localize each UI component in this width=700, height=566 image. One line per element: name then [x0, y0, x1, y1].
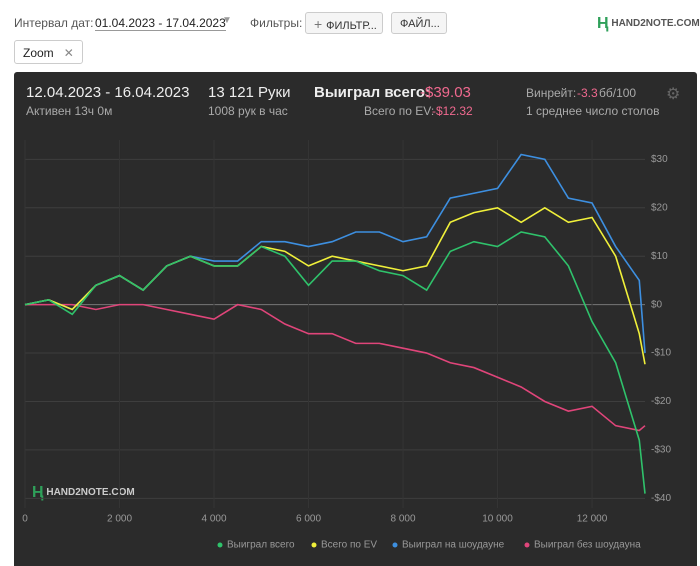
watermark: Ⱨ HAND2NOTE.COM — [32, 484, 135, 501]
y-tick-label: $10 — [651, 251, 668, 262]
ev-label: Всего по EV: — [364, 104, 435, 118]
legend-dot — [392, 542, 398, 548]
file-button[interactable]: ФАЙЛ... — [391, 12, 447, 34]
date-range[interactable]: 01.04.2023 - 17.04.2023 — [95, 16, 226, 31]
series-line — [24, 231, 646, 494]
hands: 13 121 Руки — [208, 84, 291, 101]
y-tick-label: $30 — [651, 154, 668, 165]
filter-button-text: ФИЛЬТР... — [326, 20, 377, 32]
ev-value: -$12.32 — [432, 104, 473, 118]
x-tick-label: 4 000 — [201, 514, 226, 525]
x-tick-label: 6 000 — [296, 514, 321, 525]
caret[interactable]: ▼ — [222, 15, 232, 26]
chart: -$40 -$30 -$20 -$10 $0 $10 $20 $30 0 2 000 4 000 6 … — [22, 140, 671, 551]
tables: 1 среднее число столов — [526, 104, 660, 118]
legend-label: Выиграл всего — [227, 540, 295, 551]
period: 12.04.2023 - 16.04.2023 — [26, 84, 190, 101]
y-tick-label: -$20 — [651, 396, 671, 407]
series-line — [24, 153, 646, 354]
legend-label: Выиграл без шоудауна — [534, 539, 641, 551]
chip-close[interactable]: ✕ — [63, 46, 74, 60]
winrate-unit: бб/100 — [599, 86, 637, 100]
won-value: -$39.03 — [420, 84, 471, 101]
hands-per-hour: 1008 рук в час — [208, 104, 288, 118]
x-tick-label: 12 000 — [577, 514, 608, 525]
legend-dot — [217, 542, 223, 548]
chip-label: Zoom — [23, 46, 54, 60]
legend-label: Выиграл на шоудауне — [402, 540, 505, 551]
y-tick-label: -$40 — [651, 493, 671, 504]
filters-label: Фильтры: — [250, 16, 303, 30]
y-tick-label: -$10 — [651, 348, 671, 359]
logo: Ⱨ HAND2NOTE.COM — [597, 15, 700, 32]
x-tick-label: 2 000 — [107, 514, 132, 525]
filter-button[interactable]: + ФИЛЬТР... — [305, 12, 383, 34]
won-label: Выиграл всего: — [314, 84, 431, 101]
date-label: Интервал дат: — [14, 16, 94, 30]
settings-icon[interactable]: ⚙ — [666, 86, 681, 103]
chart-panel: 12.04.2023 - 16.04.2023 Активен 13ч 0м 1… — [14, 72, 697, 566]
y-tick-label: $0 — [651, 299, 663, 310]
y-tick-label: -$30 — [651, 445, 671, 456]
legend-dot — [524, 542, 530, 548]
watermark-text: HAND2NOTE.COM — [46, 487, 135, 498]
y-tick-label: $20 — [651, 202, 668, 213]
winrate-value: -3.3 — [577, 86, 598, 100]
zoom-chip[interactable]: Zoom ✕ — [14, 40, 83, 64]
legend-dot — [311, 542, 317, 548]
file-button-text: ФАЙЛ... — [400, 18, 440, 30]
x-tick-label: 8 000 — [391, 514, 416, 525]
x-tick-label: 10 000 — [482, 514, 513, 525]
x-tick-label: 0 — [22, 514, 28, 525]
series-line — [25, 303, 646, 432]
winrate-label: Винрейт: — [526, 86, 577, 100]
series-line — [24, 206, 646, 365]
logo-text: HAND2NOTE.COM — [611, 18, 700, 29]
legend-label: Всего по EV — [321, 540, 377, 551]
active: Активен 13ч 0м — [26, 104, 113, 118]
